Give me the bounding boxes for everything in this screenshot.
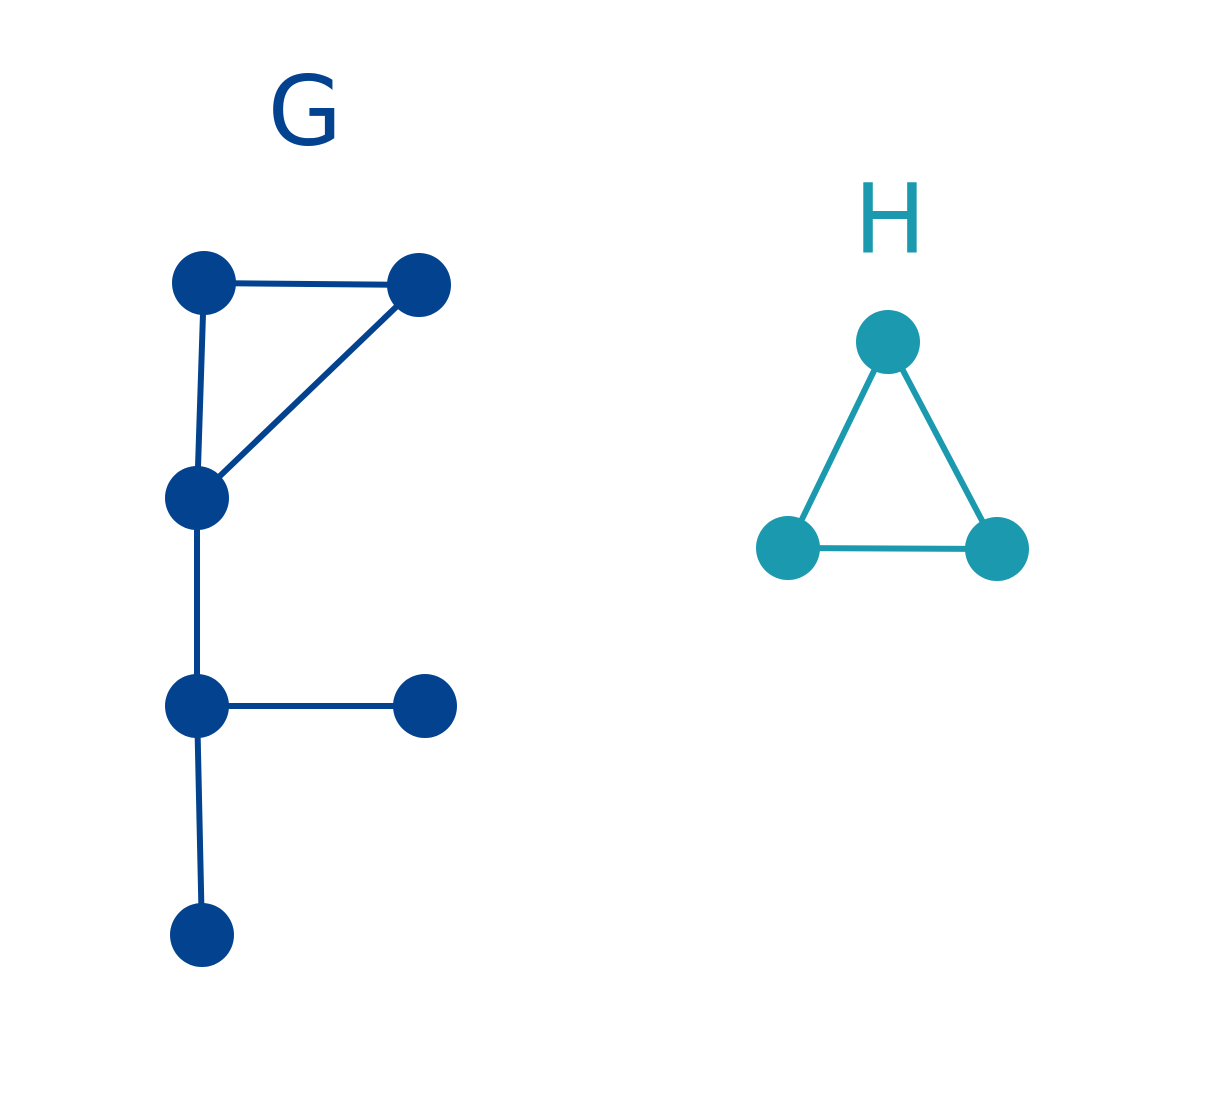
graph-g: G <box>165 55 457 967</box>
edge-g4-g6 <box>194 703 205 938</box>
graph-h-edges <box>785 339 1000 552</box>
graph-h: H <box>756 163 1029 581</box>
graph-g-edges <box>194 280 428 938</box>
edge-g1-g2 <box>201 280 422 288</box>
node-h2 <box>756 516 820 580</box>
edge-h1-h3 <box>885 339 1000 552</box>
graph-h-label: H <box>854 163 926 275</box>
node-g3 <box>165 466 229 530</box>
edge-h2-h3 <box>785 545 1000 552</box>
node-g2 <box>387 253 451 317</box>
edge-h1-h2 <box>785 339 891 551</box>
node-h1 <box>856 310 920 374</box>
node-g6 <box>170 903 234 967</box>
edge-g2-g3 <box>194 282 422 501</box>
graph-g-nodes <box>165 251 457 967</box>
graph-h-nodes <box>756 310 1029 581</box>
node-h3 <box>965 517 1029 581</box>
graph-g-label: G <box>268 55 342 167</box>
node-g5 <box>393 674 457 738</box>
node-g1 <box>172 251 236 315</box>
edge-g1-g3 <box>194 280 207 501</box>
node-g4 <box>165 674 229 738</box>
